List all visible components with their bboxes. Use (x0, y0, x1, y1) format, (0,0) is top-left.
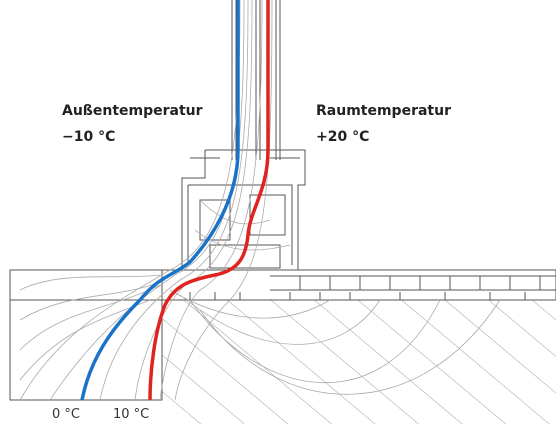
isotherm-diagram: Außentemperatur −10 °C Raumtemperatur +2… (0, 0, 556, 424)
outside-temperature: −10 °C (62, 129, 115, 145)
inside-title: Raumtemperatur (316, 103, 451, 119)
outside-title: Außentemperatur (62, 103, 203, 119)
isotherm-label: 0 °C (52, 407, 80, 422)
sill-profile (190, 276, 556, 300)
isotherm-label: 10 °C (113, 407, 149, 422)
wall (160, 300, 556, 424)
inside-temperature: +20 °C (316, 129, 369, 145)
construction (10, 0, 556, 424)
